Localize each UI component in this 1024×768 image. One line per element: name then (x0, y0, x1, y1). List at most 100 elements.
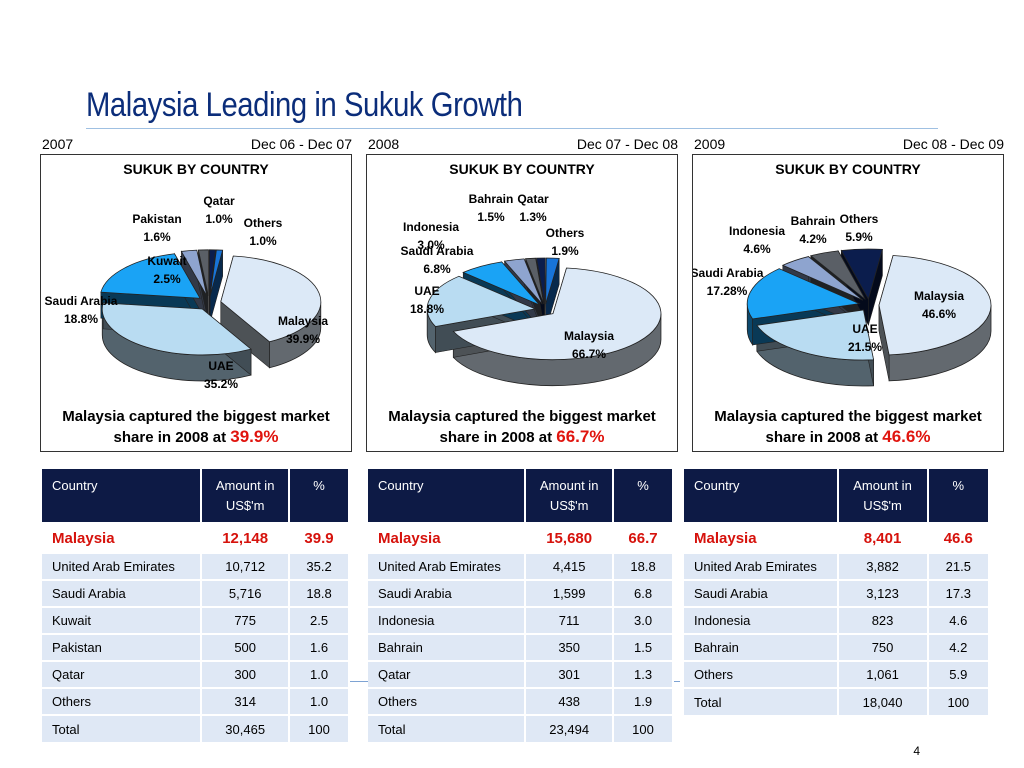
table-cell: 100 (289, 714, 350, 742)
table-cell: 4.6 (927, 606, 991, 634)
table-row: Indonesia 823 4.6 (684, 606, 991, 634)
slice-qatar (208, 249, 217, 296)
slice-value-indonesia: 3.0% (417, 238, 445, 252)
slice-others (840, 248, 883, 301)
slice-uae (426, 275, 537, 328)
table-cell: United Arab Emirates (42, 552, 203, 580)
table-cell: Qatar (368, 660, 527, 688)
slice-saudi-arabia (462, 261, 540, 306)
table-cell: 39.9 (289, 522, 350, 553)
table-cell: Saudi Arabia (368, 579, 527, 607)
slice-label-malaysia: Malaysia (278, 314, 328, 328)
table-cell: 100 (613, 714, 674, 742)
slice-kuwait (180, 249, 208, 297)
table-cell: 350 (525, 633, 615, 661)
table-row: Malaysia 12,148 39.9 (42, 522, 350, 553)
table-cell: Saudi Arabia (42, 579, 203, 607)
slice-bahrain (809, 250, 866, 300)
caption-text: Malaysia captured the biggest market sha… (714, 408, 982, 446)
table-row: Others 438 1.9 (368, 687, 674, 715)
table-cell: United Arab Emirates (684, 552, 839, 580)
table-row: United Arab Emirates 3,882 21.5 (684, 552, 991, 580)
chart-title: SUKUK BY COUNTRY (449, 161, 595, 177)
table-cell: 1,599 (525, 579, 615, 607)
table-cell: 18.8 (289, 579, 350, 607)
table-row: Bahrain 350 1.5 (368, 633, 674, 661)
table-cell: 750 (837, 633, 929, 661)
table-cell: 1.6 (289, 633, 350, 661)
slice-pakistan (197, 249, 209, 296)
panel-year: 2008 (368, 136, 400, 152)
slice-value-others: 1.9% (551, 244, 579, 258)
table-cell: Total (42, 714, 203, 742)
table-row: Saudi Arabia 3,123 17.3 (684, 579, 991, 607)
table-cell: Malaysia (42, 522, 203, 553)
table-cell: Total (684, 687, 839, 715)
table-cell: 15,680 (525, 522, 615, 553)
pie-chart-2009: Malaysia 46.6% UAE 21.5% Saudi Arabia 17.28% I… (693, 212, 992, 387)
column-header: % (927, 469, 991, 523)
chart-title: SUKUK BY COUNTRY (775, 161, 921, 177)
slice-label-qatar: Qatar (517, 192, 549, 206)
slice-others (545, 257, 560, 305)
table-cell: 10,712 (201, 552, 291, 580)
table-cell: 3,123 (837, 579, 929, 607)
slice-malaysia (220, 255, 322, 343)
chart-box: SUKUK BY COUNTRY Malaysia 66.7% UAE 18.8% Sa… (366, 154, 678, 452)
table-cell: 3.0 (613, 606, 674, 634)
chart-caption: Malaysia captured the biggest market sha… (367, 407, 677, 448)
table-cell: Pakistan (42, 633, 203, 661)
table-row: Kuwait 775 2.5 (42, 606, 350, 634)
chart-box: SUKUK BY COUNTRY Malaysia 39.9% UAE 35.2% Sa… (40, 154, 352, 452)
slice-label-bahrain: Bahrain (791, 214, 836, 228)
panel-2008: 2008 Dec 07 - Dec 08 SUKUK BY COUNTRY Ma… (366, 136, 678, 452)
table-cell: 1.5 (613, 633, 674, 661)
table-cell: Kuwait (42, 606, 203, 634)
table-cell: 4.2 (927, 633, 991, 661)
caption-text: Malaysia captured the biggest market sha… (388, 408, 656, 446)
slice-uae (756, 309, 875, 361)
chart-caption: Malaysia captured the biggest market sha… (41, 407, 351, 448)
table-cell: 23,494 (525, 714, 615, 742)
table-cell: Saudi Arabia (684, 579, 839, 607)
table-cell: 100 (927, 687, 991, 715)
slice-value-indonesia: 4.6% (743, 242, 771, 256)
slice-label-qatar: Qatar (203, 194, 235, 208)
slice-label-malaysia: Malaysia (914, 289, 964, 303)
slice-indonesia (503, 258, 543, 305)
table-row: Qatar 301 1.3 (368, 660, 674, 688)
table-cell: Total (368, 714, 527, 742)
table-cell: 8,401 (837, 522, 929, 553)
caption-text: Malaysia captured the biggest market sha… (62, 408, 330, 446)
slice-value-bahrain: 1.5% (477, 210, 505, 224)
slice-value-others: 5.9% (845, 230, 873, 244)
panel-header: 2008 Dec 07 - Dec 08 (366, 136, 678, 154)
column-header: % (289, 469, 350, 523)
table-cell: 775 (201, 606, 291, 634)
table-row: Total 23,494 100 (368, 714, 674, 742)
table-cell: 300 (201, 660, 291, 688)
table-row: Saudi Arabia 1,599 6.8 (368, 579, 674, 607)
table-cell: 35.2 (289, 552, 350, 580)
table-cell: Indonesia (368, 606, 527, 634)
table-cell: 823 (837, 606, 929, 634)
column-header: Amount in US$'m (525, 469, 615, 523)
table-row: Pakistan 500 1.6 (42, 633, 350, 661)
sukuk-table-2009: Country Amount in US$'m% Malaysia 8,401 46.6… (684, 469, 991, 715)
column-header: Country (42, 469, 203, 523)
table-cell: 21.5 (927, 552, 991, 580)
slice-value-malaysia: 46.6% (922, 307, 956, 321)
column-header: Amount in US$'m (837, 469, 929, 523)
slice-value-qatar: 1.0% (205, 212, 233, 226)
caption-percentage: 39.9% (230, 427, 279, 446)
table-cell: 301 (525, 660, 615, 688)
table-cell: 18.8 (613, 552, 674, 580)
slice-label-uae: UAE (852, 322, 877, 336)
slide-title: Malaysia Leading in Sukuk Growth (86, 86, 523, 124)
slice-value-qatar: 1.3% (519, 210, 547, 224)
slice-value-saudi-arabia: 18.8% (64, 312, 98, 326)
table-cell: 5.9 (927, 660, 991, 688)
slice-uae (101, 302, 252, 356)
table-cell: 1.9 (613, 687, 674, 715)
table-cell: 1.0 (289, 660, 350, 688)
